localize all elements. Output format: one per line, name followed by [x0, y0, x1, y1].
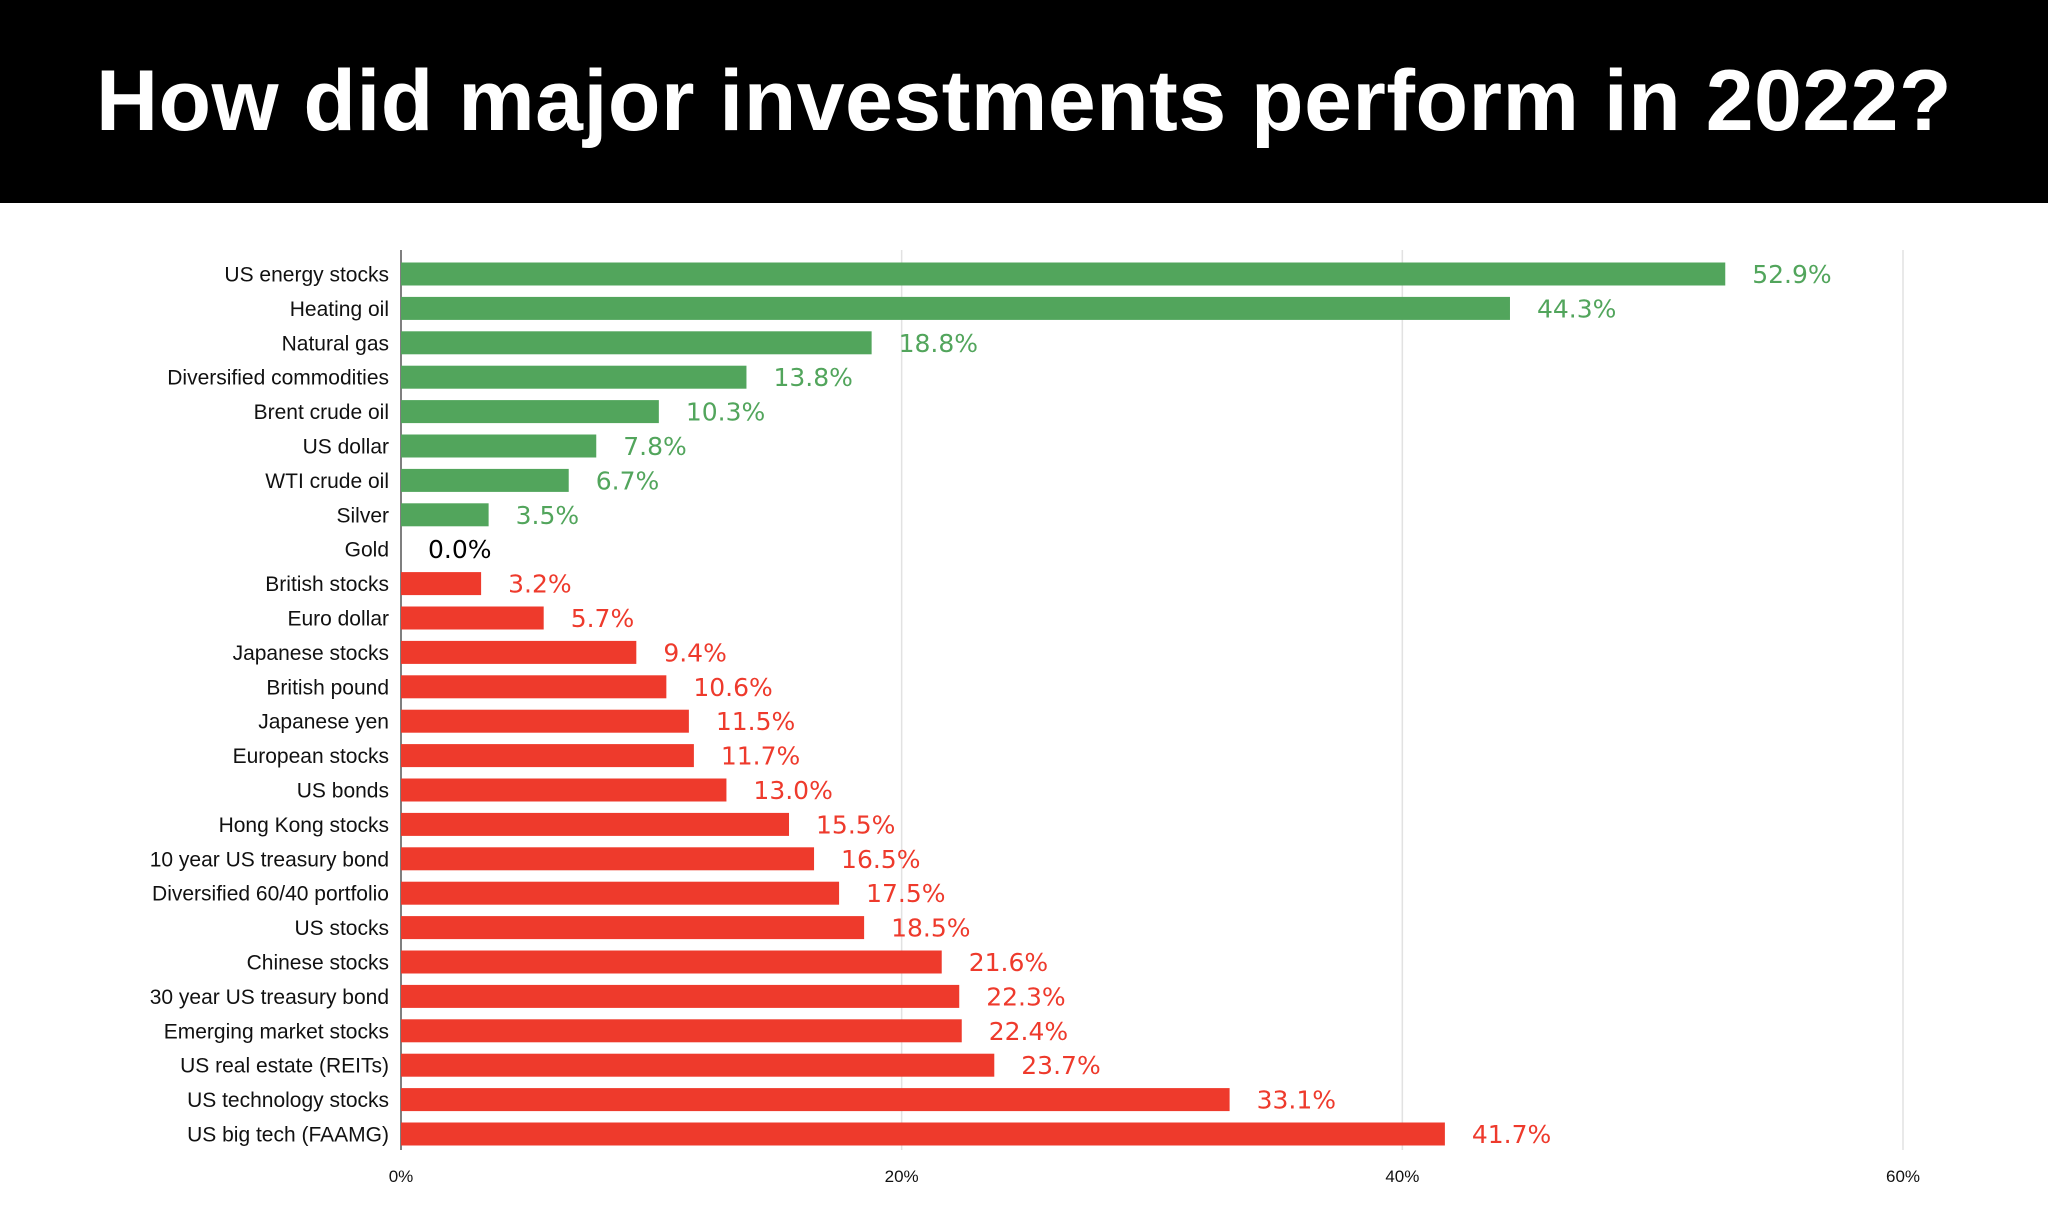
category-label: US energy stocks	[224, 264, 389, 287]
bar	[401, 1122, 1445, 1146]
data-label: 44.3%	[1537, 294, 1616, 323]
title-banner: How did major investments perform in 202…	[0, 0, 2048, 203]
bar	[401, 847, 815, 871]
x-axis-ticks: 0% 20% 40% 60%	[389, 1167, 1920, 1186]
bar	[401, 296, 1510, 320]
bar	[401, 503, 489, 527]
bar	[401, 709, 689, 733]
bar	[401, 950, 942, 974]
category-label: Euro dollar	[287, 608, 389, 631]
category-label: 10 year US treasury bond	[150, 848, 389, 871]
category-label: Chinese stocks	[247, 952, 389, 975]
category-label: British pound	[266, 676, 389, 699]
data-label: 13.0%	[753, 776, 832, 805]
category-label: 30 year US treasury bond	[150, 986, 389, 1009]
bar	[401, 675, 667, 699]
data-label: 5.7%	[571, 604, 635, 633]
data-label: 33.1%	[1257, 1086, 1336, 1115]
category-label: Natural gas	[282, 332, 389, 355]
bar	[401, 434, 597, 458]
category-label: Silver	[336, 504, 389, 527]
x-tick-label: 40%	[1385, 1167, 1419, 1186]
category-label: US bonds	[297, 780, 389, 803]
bar	[401, 744, 694, 768]
category-label: US big tech (FAAMG)	[187, 1124, 389, 1147]
category-label: Diversified commodities	[167, 367, 389, 390]
data-label: 22.4%	[989, 1017, 1068, 1046]
bars	[401, 262, 1726, 1146]
data-label: 22.3%	[986, 982, 1065, 1011]
bar	[401, 881, 840, 905]
data-label: 16.5%	[841, 845, 920, 874]
data-label: 3.2%	[508, 570, 572, 599]
data-label: 10.3%	[686, 398, 765, 427]
category-label: US dollar	[303, 436, 389, 459]
data-label: 6.7%	[596, 466, 660, 495]
data-label: 21.6%	[969, 948, 1048, 977]
data-label: 52.9%	[1752, 260, 1831, 289]
category-label: Emerging market stocks	[164, 1020, 389, 1043]
data-label: 18.5%	[891, 914, 970, 943]
data-label: 23.7%	[1021, 1051, 1100, 1080]
bar	[401, 572, 482, 596]
bar	[401, 640, 637, 664]
data-label: 7.8%	[623, 432, 687, 461]
category-label: US stocks	[294, 917, 389, 940]
category-label: Japanese yen	[258, 711, 389, 734]
data-label: 15.5%	[816, 810, 895, 839]
data-label: 18.8%	[899, 329, 978, 358]
x-tick-label: 20%	[885, 1167, 919, 1186]
x-tick-label: 60%	[1886, 1167, 1920, 1186]
data-label: 13.8%	[773, 363, 852, 392]
data-label: 17.5%	[866, 879, 945, 908]
category-label: British stocks	[265, 573, 389, 596]
category-labels: US energy stocks Heating oil Natural gas Di…	[150, 264, 389, 1147]
bar	[401, 1088, 1230, 1112]
x-tick-label: 0%	[389, 1167, 414, 1186]
chart-title: How did major investments perform in 202…	[95, 53, 1953, 149]
data-label: 11.7%	[721, 742, 800, 771]
data-label: 9.4%	[663, 638, 727, 667]
bar	[401, 916, 865, 940]
bar	[401, 1053, 995, 1077]
data-label: 41.7%	[1472, 1120, 1551, 1149]
category-label: Brent crude oil	[254, 401, 389, 424]
category-label: Hong Kong stocks	[219, 814, 389, 837]
bar	[401, 1019, 962, 1043]
data-label: 10.6%	[693, 673, 772, 702]
bar	[401, 468, 569, 492]
data-label: 11.5%	[716, 707, 795, 736]
category-label: European stocks	[233, 745, 389, 768]
bar	[401, 984, 960, 1008]
category-label: WTI crude oil	[265, 470, 389, 493]
category-label: Heating oil	[290, 298, 389, 321]
bar	[401, 331, 872, 355]
bar	[401, 262, 1726, 286]
category-label: US technology stocks	[187, 1089, 389, 1112]
bar	[401, 812, 790, 836]
bar	[401, 778, 727, 802]
value-labels: 52.9% 44.3% 18.8% 13.8% 10.3% 7.8% 6.7% 3.5% 0.0…	[428, 260, 1832, 1149]
category-label: Diversified 60/40 portfolio	[152, 883, 389, 906]
category-label: Japanese stocks	[233, 642, 389, 665]
bar	[401, 400, 659, 424]
bar	[401, 606, 544, 630]
category-label: Gold	[345, 539, 389, 562]
category-label: US real estate (REITs)	[180, 1055, 389, 1078]
bar	[401, 365, 747, 389]
data-label: 3.5%	[516, 501, 580, 530]
data-label: 0.0%	[428, 535, 492, 564]
